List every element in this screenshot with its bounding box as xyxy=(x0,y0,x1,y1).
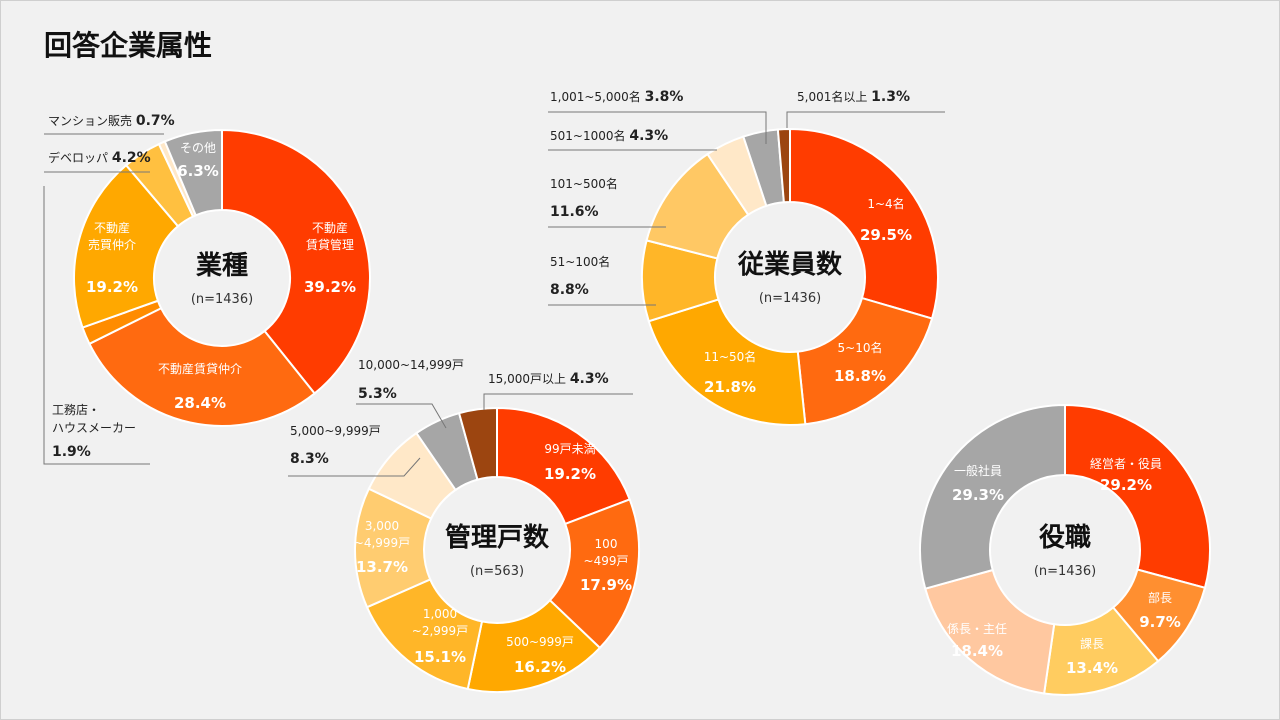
slice-label: ~2,999戸 xyxy=(412,624,468,638)
donut-center-n: (n=1436) xyxy=(759,291,821,306)
donut-center-n: (n=1436) xyxy=(191,292,253,307)
slice-value: 13.7% xyxy=(356,558,408,576)
slice-value: 39.2% xyxy=(304,278,356,296)
slice-value: 28.4% xyxy=(174,394,226,412)
donut-center-title: 役職 xyxy=(1039,523,1091,553)
slice-label: 1,000 xyxy=(423,607,457,621)
slice-value: 13.4% xyxy=(1066,659,1118,677)
slice-value: 4.3% xyxy=(629,128,668,144)
slice-label: 経営者・役員 xyxy=(1090,456,1162,471)
slice-label: 15,000戸以上 4.3% xyxy=(488,371,609,387)
slice-label: 5~10名 xyxy=(838,340,883,355)
leader-line xyxy=(483,393,633,410)
slice-label: 課長 xyxy=(1080,636,1104,651)
slice-label: 一般社員 xyxy=(954,463,1002,478)
donut-slice-5,001名以上 xyxy=(776,127,791,204)
slice-value: 18.4% xyxy=(951,642,1003,660)
donut-slice-100~499戸 xyxy=(548,498,640,650)
slice-value: 17.9% xyxy=(580,576,632,594)
leader-line xyxy=(786,111,945,128)
donut-center-title: 業種 xyxy=(196,251,248,281)
slice-label: 99戸未満 xyxy=(544,442,595,456)
donut-center-n: (n=1436) xyxy=(1034,564,1096,579)
donut-slice-15,000戸以上 xyxy=(457,406,498,481)
donut-slice-11~50名 xyxy=(647,298,807,426)
slice-label: 5,000~9,999戸 xyxy=(290,424,381,438)
slice-label: 500~999戸 xyxy=(506,635,574,649)
donut-slice-99戸未満 xyxy=(496,406,631,526)
slice-value: 4.3% xyxy=(570,371,609,387)
slice-label: デベロッパ 4.2% xyxy=(48,150,151,166)
slice-label: 51~100名 xyxy=(550,254,610,269)
page-title: 回答企業属性 xyxy=(44,29,213,62)
slice-label: 工務店・ xyxy=(52,403,100,417)
slice-label: 不動産 xyxy=(312,220,348,235)
slice-label: マンション販売 0.7% xyxy=(48,113,175,129)
slice-value: 6.3% xyxy=(177,162,219,180)
slice-label: 部長 xyxy=(1148,590,1172,605)
slice-label: 不動産 xyxy=(94,220,130,235)
slice-value: 5.3% xyxy=(358,386,397,402)
slice-value: 4.2% xyxy=(112,150,151,166)
donut-slice-経営者・役員 xyxy=(1064,403,1211,590)
donut-chart-3: 管理戸数 (n=563) 99戸未満 19.2% 100 ~499戸 17.9% 500~99… xyxy=(288,358,640,693)
slice-value: 1.3% xyxy=(871,89,910,105)
slice-value: 15.1% xyxy=(414,648,466,666)
donut-chart-2: 従業員数 (n=1436) 1~4名 29.5% 5~10名 18.8% 11~50名 21.… xyxy=(548,89,945,426)
slice-value: 19.2% xyxy=(86,278,138,296)
slice-label: 100 xyxy=(595,537,618,551)
slice-value: 1.9% xyxy=(52,444,91,460)
leader-line xyxy=(43,186,150,465)
slice-value: 29.2% xyxy=(1100,476,1152,494)
leader-line xyxy=(356,403,447,429)
slice-value: 8.8% xyxy=(550,282,589,298)
slice-label: 不動産賃貸仲介 xyxy=(158,361,242,376)
donut-slice-その他 xyxy=(163,128,223,217)
slice-value: 29.5% xyxy=(860,226,912,244)
slice-label: 1,001~5,000名 3.8% xyxy=(550,89,683,105)
slice-value: 9.7% xyxy=(1139,613,1181,631)
donut-slice-1~4名 xyxy=(789,127,939,320)
slice-value: 18.8% xyxy=(834,367,886,385)
slice-value: 0.7% xyxy=(136,113,175,129)
donut-center-n: (n=563) xyxy=(470,564,524,579)
slice-label: 3,000 xyxy=(365,519,399,533)
donut-slice-不動産賃貸管理 xyxy=(221,128,371,395)
slice-value: 19.2% xyxy=(544,465,596,483)
slice-value: 11.6% xyxy=(550,204,599,220)
slice-label: 係長・主任 xyxy=(947,622,1007,636)
slice-label: 10,000~14,999戸 xyxy=(358,358,464,372)
donut-center-title: 従業員数 xyxy=(737,250,843,280)
leader-line xyxy=(288,457,421,477)
slice-value: 3.8% xyxy=(645,89,684,105)
slice-label: ハウスメーカー xyxy=(52,421,136,435)
slice-label: 11~50名 xyxy=(704,349,757,364)
slice-value: 8.3% xyxy=(290,451,329,467)
slice-label: 5,001名以上 1.3% xyxy=(797,89,910,105)
slice-label: ~499戸 xyxy=(584,554,629,568)
slice-label: 101~500名 xyxy=(550,176,618,191)
donut-slice-5~10名 xyxy=(796,296,934,426)
slice-label: 1~4名 xyxy=(867,196,904,211)
slice-label: 501~1000名 4.3% xyxy=(550,128,668,144)
donut-chart-4: 役職 (n=1436) 経営者・役員 29.2% 部長 9.7% 課長 13.4% 係長・主任 1… xyxy=(919,403,1211,696)
slice-label: 賃貸管理 xyxy=(306,237,354,252)
slice-value: 29.3% xyxy=(952,486,1004,504)
donut-slice-一般社員 xyxy=(919,403,1066,590)
slice-label: その他 xyxy=(180,141,216,155)
leader-line xyxy=(548,111,767,144)
slice-value: 21.8% xyxy=(704,378,756,396)
donut-center-title: 管理戸数 xyxy=(445,523,550,553)
slice-value: 16.2% xyxy=(514,658,566,676)
slice-label: 売買仲介 xyxy=(88,237,136,252)
slice-label: ~4,999戸 xyxy=(354,536,410,550)
donut-slice-不動産賃貸仲介 xyxy=(88,306,317,427)
